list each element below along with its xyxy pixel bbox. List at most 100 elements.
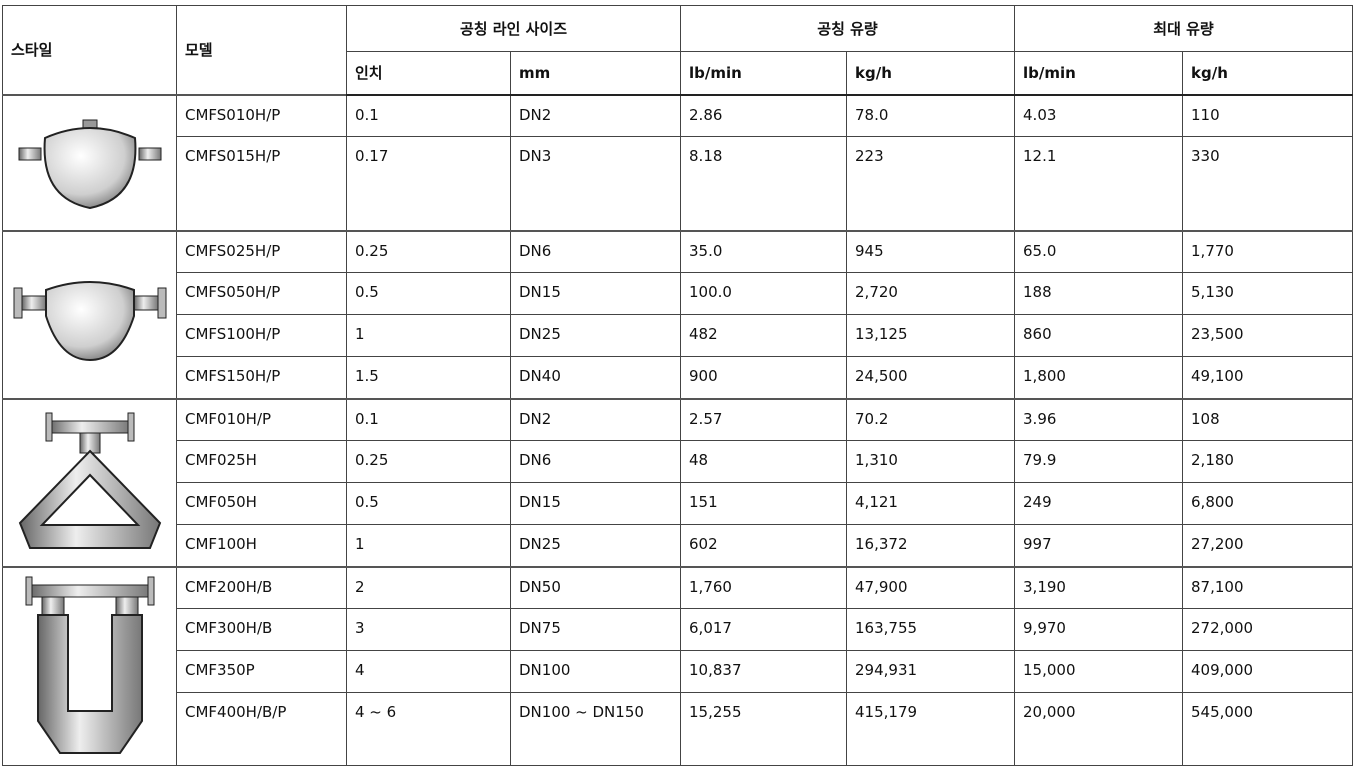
model-cell: CMFS150H/P xyxy=(177,357,347,399)
data-cell: 24,500 xyxy=(847,357,1015,399)
data-cell: 100.0 xyxy=(681,273,847,315)
data-cell: 8.18 xyxy=(681,137,847,231)
data-cell: 409,000 xyxy=(1183,651,1353,693)
data-cell: 16,372 xyxy=(847,525,1015,567)
model-cell: CMFS015H/P xyxy=(177,137,347,231)
data-cell: 0.25 xyxy=(347,231,511,273)
data-cell: 15,255 xyxy=(681,693,847,766)
data-cell: 6,017 xyxy=(681,609,847,651)
data-cell: 49,100 xyxy=(1183,357,1353,399)
model-cell: CMF350P xyxy=(177,651,347,693)
data-cell: 330 xyxy=(1183,137,1353,231)
model-cell: CMFS010H/P xyxy=(177,95,347,137)
header-group: 최대 유량 xyxy=(1015,6,1353,52)
data-cell: 0.1 xyxy=(347,95,511,137)
data-cell: 79.9 xyxy=(1015,441,1183,483)
data-cell: 1,760 xyxy=(681,567,847,609)
data-cell: DN15 xyxy=(511,273,681,315)
data-cell: 4 xyxy=(347,651,511,693)
data-cell: 0.1 xyxy=(347,399,511,441)
data-cell: DN100 ~ DN150 xyxy=(511,693,681,766)
data-cell: 35.0 xyxy=(681,231,847,273)
data-cell: 15,000 xyxy=(1015,651,1183,693)
data-cell: DN25 xyxy=(511,315,681,357)
data-cell: 27,200 xyxy=(1183,525,1353,567)
data-cell: 13,125 xyxy=(847,315,1015,357)
data-cell: 0.25 xyxy=(347,441,511,483)
model-cell: CMFS025H/P xyxy=(177,231,347,273)
data-cell: 294,931 xyxy=(847,651,1015,693)
data-cell: 110 xyxy=(1183,95,1353,137)
data-cell: 223 xyxy=(847,137,1015,231)
data-cell: 70.2 xyxy=(847,399,1015,441)
data-cell: 272,000 xyxy=(1183,609,1353,651)
data-cell: 188 xyxy=(1015,273,1183,315)
data-cell: 1,310 xyxy=(847,441,1015,483)
data-cell: 2.86 xyxy=(681,95,847,137)
header-unit: kg/h xyxy=(1183,52,1353,95)
data-cell: 87,100 xyxy=(1183,567,1353,609)
data-cell: 2,180 xyxy=(1183,441,1353,483)
data-cell: 3 xyxy=(347,609,511,651)
data-cell: DN50 xyxy=(511,567,681,609)
data-cell: 78.0 xyxy=(847,95,1015,137)
data-cell: DN75 xyxy=(511,609,681,651)
meter-image xyxy=(10,260,170,370)
meter-image xyxy=(20,571,160,761)
data-cell: 65.0 xyxy=(1015,231,1183,273)
header-unit: lb/min xyxy=(681,52,847,95)
header-unit: 인치 xyxy=(347,52,511,95)
data-cell: 12.1 xyxy=(1015,137,1183,231)
model-cell: CMF200H/B xyxy=(177,567,347,609)
data-cell: 482 xyxy=(681,315,847,357)
header-unit: lb/min xyxy=(1015,52,1183,95)
data-cell: 945 xyxy=(847,231,1015,273)
data-cell: 23,500 xyxy=(1183,315,1353,357)
style-image-cell xyxy=(3,567,177,766)
header-unit: kg/h xyxy=(847,52,1015,95)
data-cell: 3.96 xyxy=(1015,399,1183,441)
data-cell: 3,190 xyxy=(1015,567,1183,609)
data-cell: DN2 xyxy=(511,95,681,137)
style-image-cell xyxy=(3,399,177,567)
data-cell: 900 xyxy=(681,357,847,399)
data-cell: 10,837 xyxy=(681,651,847,693)
data-cell: 151 xyxy=(681,483,847,525)
header-style: 스타일 xyxy=(3,6,177,95)
page: {"table":{"header":{"style":"스타일","model… xyxy=(0,0,1354,771)
data-cell: DN6 xyxy=(511,441,681,483)
data-cell: DN25 xyxy=(511,525,681,567)
data-cell: 0.5 xyxy=(347,273,511,315)
model-cell: CMFS050H/P xyxy=(177,273,347,315)
data-cell: 0.5 xyxy=(347,483,511,525)
data-cell: 860 xyxy=(1015,315,1183,357)
data-cell: 4,121 xyxy=(847,483,1015,525)
data-cell: DN3 xyxy=(511,137,681,231)
data-cell: 48 xyxy=(681,441,847,483)
data-cell: 47,900 xyxy=(847,567,1015,609)
model-cell: CMF025H xyxy=(177,441,347,483)
data-cell: 20,000 xyxy=(1015,693,1183,766)
header-group: 공칭 라인 사이즈 xyxy=(347,6,681,52)
data-cell: 1,770 xyxy=(1183,231,1353,273)
model-cell: CMFS100H/P xyxy=(177,315,347,357)
data-cell: 2 xyxy=(347,567,511,609)
data-cell: 1.5 xyxy=(347,357,511,399)
meter-image xyxy=(10,403,170,563)
data-cell: DN40 xyxy=(511,357,681,399)
data-cell: 249 xyxy=(1015,483,1183,525)
data-cell: 163,755 xyxy=(847,609,1015,651)
model-cell: CMF010H/P xyxy=(177,399,347,441)
